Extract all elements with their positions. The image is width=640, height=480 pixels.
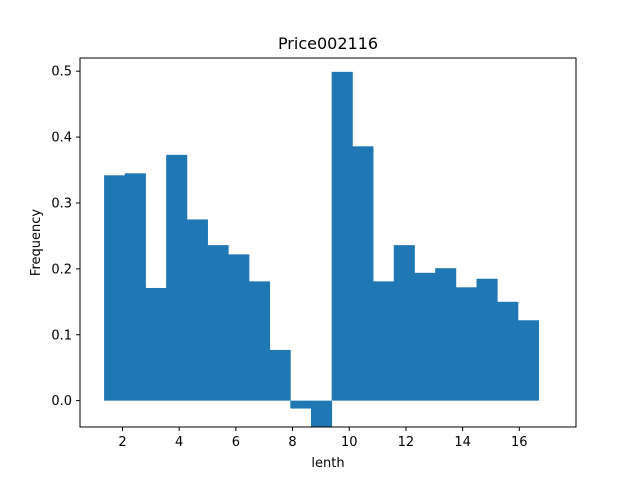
histogram-bar	[435, 268, 457, 401]
axes-frame	[79, 57, 577, 428]
x-axis-ticks: 2 4 6 8 10 12 14 16	[118, 427, 528, 450]
chart-title: Price002116	[278, 34, 378, 53]
histogram-bar	[228, 254, 250, 401]
histogram-bar	[186, 219, 208, 401]
x-tick-label: 14	[454, 435, 471, 450]
y-tick-label: 0.5	[51, 65, 72, 80]
histogram-bar	[497, 301, 519, 401]
histogram-bar	[104, 175, 126, 401]
histogram-bar	[414, 272, 436, 401]
histogram-bar	[166, 154, 188, 401]
histogram-bar	[248, 281, 271, 401]
y-tick-label: 0.3	[51, 196, 72, 211]
bars-group	[104, 71, 539, 427]
histogram-bar	[517, 320, 539, 401]
x-tick-label: 12	[398, 435, 415, 450]
x-tick-label: 8	[288, 435, 296, 450]
x-tick-label: 6	[232, 435, 240, 450]
histogram-bar	[207, 245, 229, 401]
y-tick-label: 0.2	[51, 262, 72, 277]
histogram-bar	[124, 173, 146, 401]
histogram-bar	[476, 278, 498, 401]
y-axis-ticks: 0.0 0.1 0.2 0.3 0.4 0.5	[51, 65, 80, 409]
x-tick-label: 2	[118, 435, 126, 450]
x-axis-label: lenth	[311, 456, 344, 471]
y-tick-label: 0.0	[51, 394, 72, 409]
histogram-bar	[393, 245, 415, 401]
histogram-bar	[331, 71, 353, 401]
y-axis-label: Frequency	[29, 209, 44, 276]
x-tick-label: 4	[175, 435, 183, 450]
x-tick-label: 16	[511, 435, 528, 450]
histogram-bar	[310, 400, 333, 427]
histogram-bar	[352, 146, 374, 401]
histogram-bar	[269, 349, 291, 401]
x-tick-label: 10	[341, 435, 358, 450]
y-tick-label: 0.1	[51, 328, 72, 343]
histogram-bar	[145, 287, 167, 401]
y-tick-label: 0.4	[51, 131, 72, 146]
histogram-bar	[455, 287, 477, 401]
histogram-bar	[373, 281, 395, 401]
histogram-bar	[290, 400, 312, 409]
